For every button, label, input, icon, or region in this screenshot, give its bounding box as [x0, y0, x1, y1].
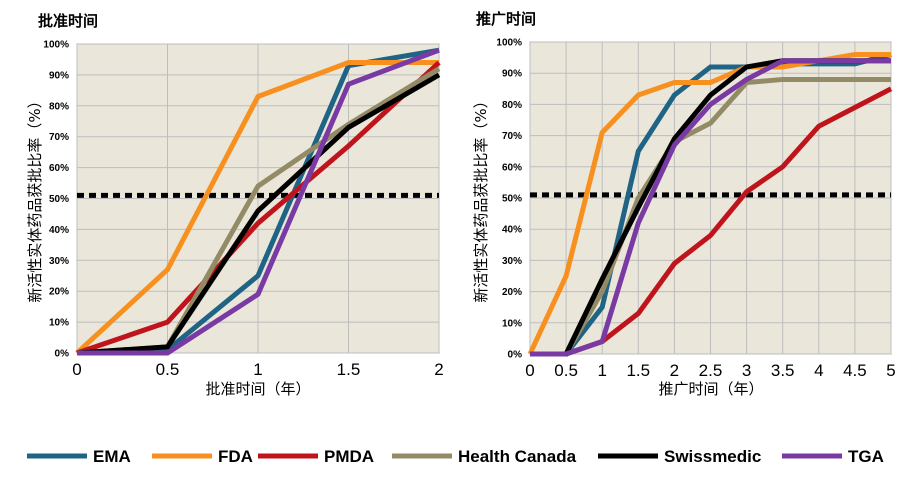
- y-tick-label: 20%: [502, 287, 522, 298]
- y-tick-label: 50%: [502, 194, 522, 205]
- y-tick-label: 30%: [49, 256, 69, 267]
- y-tick-label: 10%: [502, 318, 522, 329]
- x-axis-label: 批准时间（年）: [205, 380, 310, 398]
- x-tick-label: 0.5: [156, 360, 180, 379]
- series-line-tga: [530, 58, 891, 357]
- legend-label: Health Canada: [458, 447, 577, 466]
- x-axis-label: 推广时间（年）: [658, 380, 763, 398]
- x-tick-label: 0: [72, 360, 81, 379]
- legend-item-swissmedic: Swissmedic: [598, 447, 761, 466]
- y-tick-label: 0%: [508, 350, 523, 361]
- y-axis-label: 新活性实体药品获批比率（%）: [472, 93, 490, 302]
- y-tick-label: 60%: [502, 162, 522, 173]
- series-line-ema: [530, 52, 892, 357]
- y-tick-label: 0%: [55, 349, 70, 360]
- x-tick-label: 5: [886, 361, 895, 380]
- y-tick-label: 90%: [49, 70, 69, 81]
- series-line-swissmedic: [76, 72, 441, 356]
- legend-item-ema: EMA: [27, 447, 131, 466]
- legend-label: FDA: [218, 447, 253, 466]
- legend-label: Swissmedic: [664, 447, 761, 466]
- legend-item-tga: TGA: [782, 447, 884, 466]
- y-tick-label: 70%: [502, 131, 522, 142]
- legend-item-pmda: PMDA: [258, 447, 374, 466]
- series-line-fda: [75, 60, 439, 355]
- x-tick-label: 4: [814, 361, 823, 380]
- y-tick-label: 100%: [43, 40, 69, 51]
- chart-approval: 0% 10% 20% 30% 40% 50% 60% 70% 80% 90% 100% 0 0.5 1 1.…: [26, 12, 444, 398]
- x-tick-label: 0.5: [554, 361, 578, 380]
- x-tick-label: 1.5: [626, 361, 650, 380]
- chart-promotion: 0% 10% 20% 30% 40% 50% 60% 70% 80% 90% 100% 0 0.5 1 1.…: [472, 10, 896, 398]
- x-tick-label: 2: [434, 360, 443, 379]
- y-tick-label: 40%: [502, 225, 522, 236]
- x-tick-label: 3: [742, 361, 751, 380]
- series-line-tga: [77, 47, 440, 356]
- y-tick-label: 100%: [496, 38, 522, 49]
- legend: EMA FDA PMDA Health Canada Swissmedic TGA: [27, 447, 884, 466]
- x-tick-label: 4.5: [843, 361, 867, 380]
- legend-item-fda: FDA: [152, 447, 253, 466]
- x-tick-label: 1: [597, 361, 606, 380]
- x-tick-label: 1: [253, 360, 262, 379]
- legend-item-health-canada: Health Canada: [392, 447, 577, 466]
- legend-label: EMA: [93, 447, 131, 466]
- series-line-pmda: [76, 60, 441, 356]
- y-tick-label: 60%: [49, 163, 69, 174]
- chart-title: 批准时间: [38, 12, 98, 30]
- y-tick-label: 20%: [49, 287, 69, 298]
- series-line-health-canada: [530, 76, 891, 357]
- y-tick-label: 40%: [49, 225, 69, 236]
- y-tick-label: 80%: [502, 100, 522, 111]
- x-tick-label: 0: [525, 361, 534, 380]
- x-tick-label: 2.5: [699, 361, 723, 380]
- y-tick-label: 50%: [49, 194, 69, 205]
- y-tick-label: 30%: [502, 256, 522, 267]
- y-tick-label: 10%: [49, 318, 69, 329]
- chart-title: 推广时间: [476, 10, 536, 28]
- legend-label: PMDA: [324, 447, 374, 466]
- legend-label: TGA: [848, 447, 884, 466]
- y-tick-label: 90%: [502, 69, 522, 80]
- x-tick-label: 3.5: [771, 361, 795, 380]
- x-tick-label: 2: [670, 361, 679, 380]
- y-axis-label: 新活性实体药品获批比率（%）: [26, 93, 44, 302]
- x-tick-label: 1.5: [337, 360, 361, 379]
- y-tick-label: 70%: [49, 132, 69, 143]
- y-tick-label: 80%: [49, 101, 69, 112]
